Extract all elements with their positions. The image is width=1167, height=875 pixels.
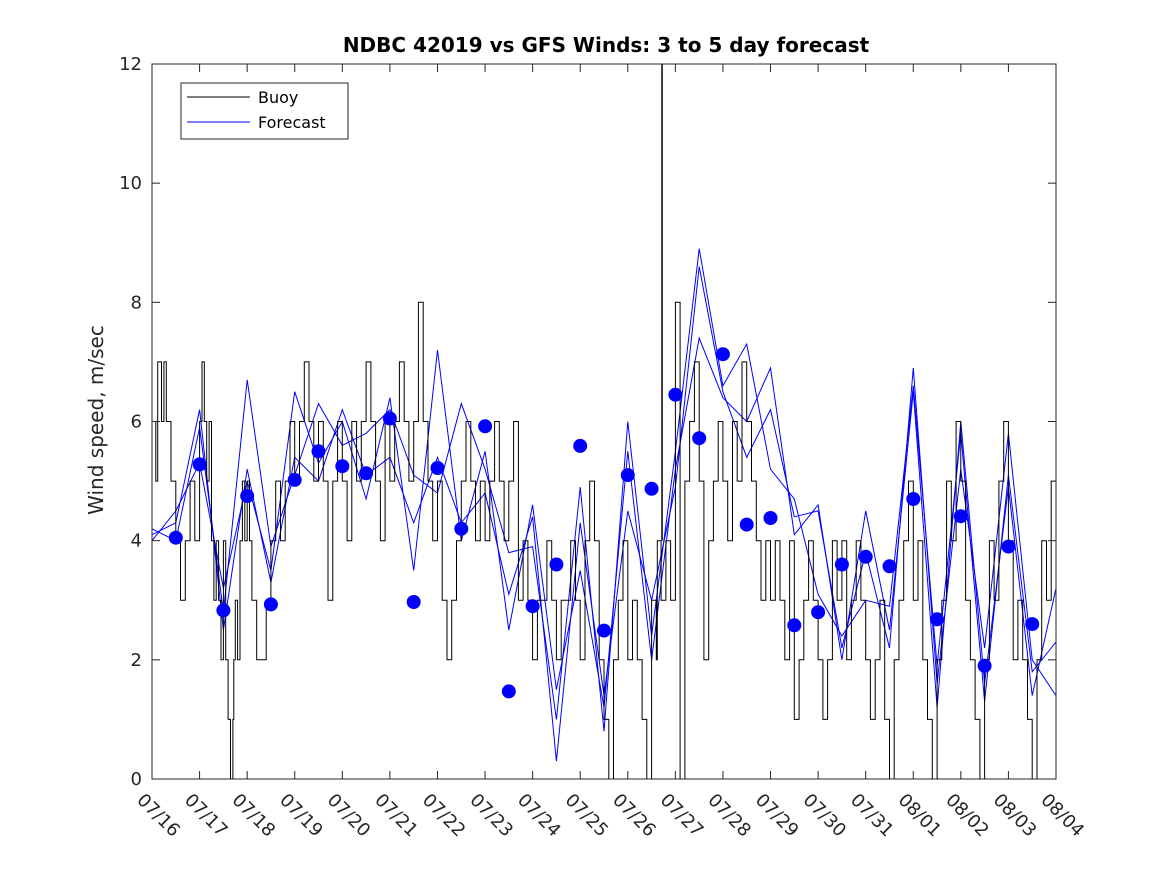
x-tick-label: 07/26 bbox=[608, 790, 660, 842]
forecast-point bbox=[858, 549, 873, 564]
x-tick-label: 07/18 bbox=[228, 790, 280, 842]
y-tick-label: 4 bbox=[131, 531, 142, 552]
x-tick-label: 07/16 bbox=[132, 790, 184, 842]
y-tick-label: 12 bbox=[119, 54, 142, 75]
x-tick-label: 07/17 bbox=[180, 790, 232, 842]
forecast-line bbox=[152, 336, 1056, 708]
x-axis: 07/1607/1707/1807/1907/2007/2107/2207/23… bbox=[132, 64, 1088, 841]
x-tick-label: 07/24 bbox=[513, 790, 565, 842]
forecast-point bbox=[287, 472, 302, 487]
y-axis: 0 2 4 6 8 10 12 bbox=[119, 54, 1056, 790]
x-tick-label: 07/23 bbox=[466, 790, 518, 842]
forecast-point bbox=[811, 605, 826, 620]
chart-title: NDBC 42019 vs GFS Winds: 3 to 5 day fore… bbox=[343, 33, 870, 57]
forecast-point bbox=[739, 517, 754, 532]
forecast-point bbox=[953, 509, 968, 524]
buoy-series bbox=[152, 64, 1056, 779]
forecast-point bbox=[311, 444, 326, 459]
y-axis-label: Wind speed, m/sec bbox=[84, 325, 108, 515]
x-tick-label: 07/22 bbox=[418, 790, 470, 842]
forecast-point bbox=[501, 684, 516, 699]
forecast-point bbox=[406, 595, 421, 609]
y-tick-label: 10 bbox=[119, 173, 142, 194]
forecast-point bbox=[216, 603, 231, 618]
forecast-point bbox=[668, 387, 683, 402]
forecast-point bbox=[906, 492, 921, 506]
x-tick-label: 07/27 bbox=[656, 790, 708, 842]
forecast-point bbox=[430, 461, 445, 475]
forecast-point bbox=[478, 419, 493, 434]
forecast-point bbox=[597, 623, 611, 638]
x-tick-label: 08/04 bbox=[1036, 790, 1088, 842]
y-tick-label: 2 bbox=[131, 650, 142, 671]
x-tick-label: 07/30 bbox=[799, 790, 851, 842]
forecast-point bbox=[715, 347, 730, 362]
legend: Buoy Forecast bbox=[180, 82, 349, 140]
forecast-point bbox=[1001, 539, 1016, 554]
forecast-point bbox=[359, 466, 374, 481]
forecast-point bbox=[882, 559, 897, 574]
forecast-point bbox=[1025, 617, 1040, 632]
forecast-point bbox=[763, 511, 778, 525]
forecast-point bbox=[454, 521, 469, 536]
legend-box bbox=[180, 82, 349, 140]
forecast-point bbox=[834, 557, 849, 572]
forecast-point bbox=[692, 431, 707, 446]
forecast-point bbox=[335, 459, 350, 474]
forecast-point bbox=[644, 481, 659, 496]
forecast-point bbox=[525, 599, 540, 614]
forecast-point bbox=[263, 597, 278, 612]
y-tick-label: 0 bbox=[131, 769, 142, 790]
y-tick-label: 8 bbox=[131, 292, 142, 313]
x-tick-label: 07/31 bbox=[846, 790, 898, 842]
x-tick-label: 08/02 bbox=[941, 790, 993, 842]
forecast-point bbox=[977, 658, 992, 673]
buoy-line-path bbox=[152, 301, 1056, 779]
forecast-point bbox=[549, 557, 564, 572]
x-tick-label: 07/28 bbox=[703, 790, 755, 842]
forecast-point bbox=[168, 530, 183, 545]
x-tick-label: 08/01 bbox=[894, 790, 946, 842]
forecast-markers bbox=[168, 347, 1040, 699]
legend-buoy-label: Buoy bbox=[258, 88, 298, 107]
forecast-line bbox=[152, 248, 1056, 732]
forecast-point bbox=[240, 489, 255, 503]
y-tick-label: 6 bbox=[131, 412, 142, 433]
forecast-point bbox=[930, 612, 945, 627]
x-tick-label: 07/29 bbox=[751, 790, 803, 842]
x-tick-label: 07/19 bbox=[275, 790, 327, 842]
x-tick-label: 07/21 bbox=[370, 790, 422, 842]
x-tick-label: 07/25 bbox=[561, 790, 613, 842]
forecast-point bbox=[192, 457, 207, 472]
forecast-point bbox=[573, 438, 588, 453]
legend-forecast-label: Forecast bbox=[258, 113, 326, 132]
forecast-point bbox=[620, 468, 635, 483]
x-tick-label: 08/03 bbox=[989, 790, 1041, 842]
x-tick-label: 07/20 bbox=[323, 790, 375, 842]
forecast-point bbox=[787, 618, 802, 633]
forecast-point bbox=[382, 411, 397, 426]
